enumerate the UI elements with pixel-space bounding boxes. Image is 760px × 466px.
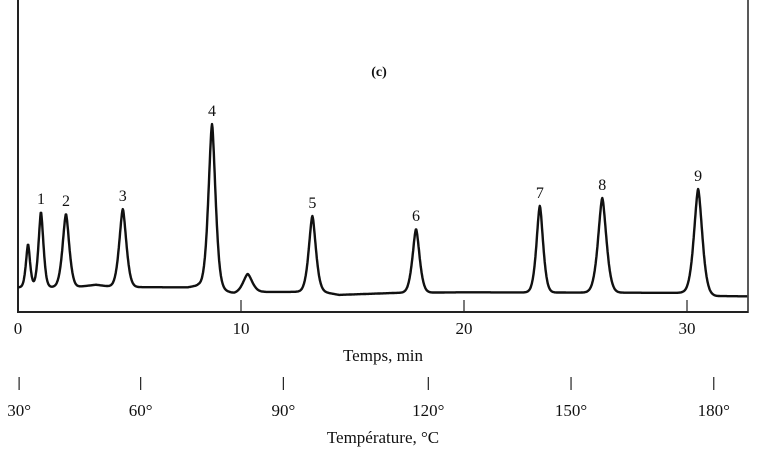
- peak-label-5: 5: [308, 195, 316, 212]
- peak-label-7: 7: [536, 185, 544, 202]
- time-axis-ticks: 0 10 20 30: [14, 300, 696, 338]
- temperature-axis-ticks: 30° 60° 90° 120° 150° 180°: [7, 377, 730, 420]
- time-tick-label: 30: [679, 319, 696, 338]
- temperature-tick-label: 60°: [129, 401, 153, 420]
- temperature-tick-label: 150°: [555, 401, 587, 420]
- time-tick-label: 10: [233, 319, 250, 338]
- time-axis-title: Temps, min: [343, 346, 424, 365]
- temperature-tick-label: 120°: [412, 401, 444, 420]
- temperature-tick-label: 180°: [698, 401, 730, 420]
- peak-labels: 1 2 3 4 5 6 7 8 9: [37, 103, 702, 225]
- plot-frame: [17, 0, 749, 313]
- peak-label-6: 6: [412, 208, 420, 225]
- temperature-tick-label: 30°: [7, 401, 31, 420]
- peak-label-4: 4: [208, 103, 216, 120]
- panel-label: (c): [371, 65, 387, 80]
- time-tick-label: 0: [14, 319, 23, 338]
- temperature-axis-title: Température, °C: [327, 428, 439, 447]
- chromatogram-trace: [17, 122, 748, 298]
- peak-label-3: 3: [119, 188, 127, 205]
- temperature-tick-label: 90°: [271, 401, 295, 420]
- time-tick-label: 20: [456, 319, 473, 338]
- peak-label-1: 1: [37, 191, 45, 208]
- peak-label-2: 2: [62, 193, 70, 210]
- peak-label-9: 9: [694, 168, 702, 185]
- peak-label-8: 8: [598, 177, 606, 194]
